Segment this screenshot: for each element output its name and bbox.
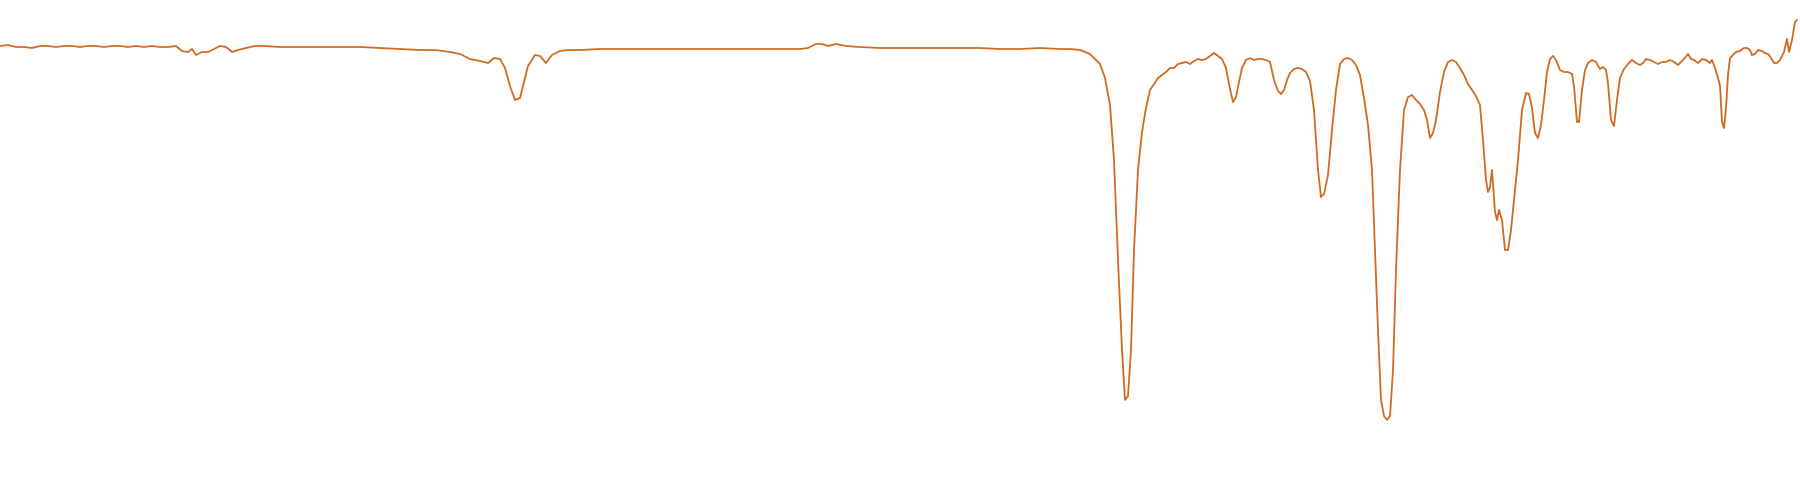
series-line-1 (0, 19, 1798, 421)
plot-area (0, 19, 1798, 421)
